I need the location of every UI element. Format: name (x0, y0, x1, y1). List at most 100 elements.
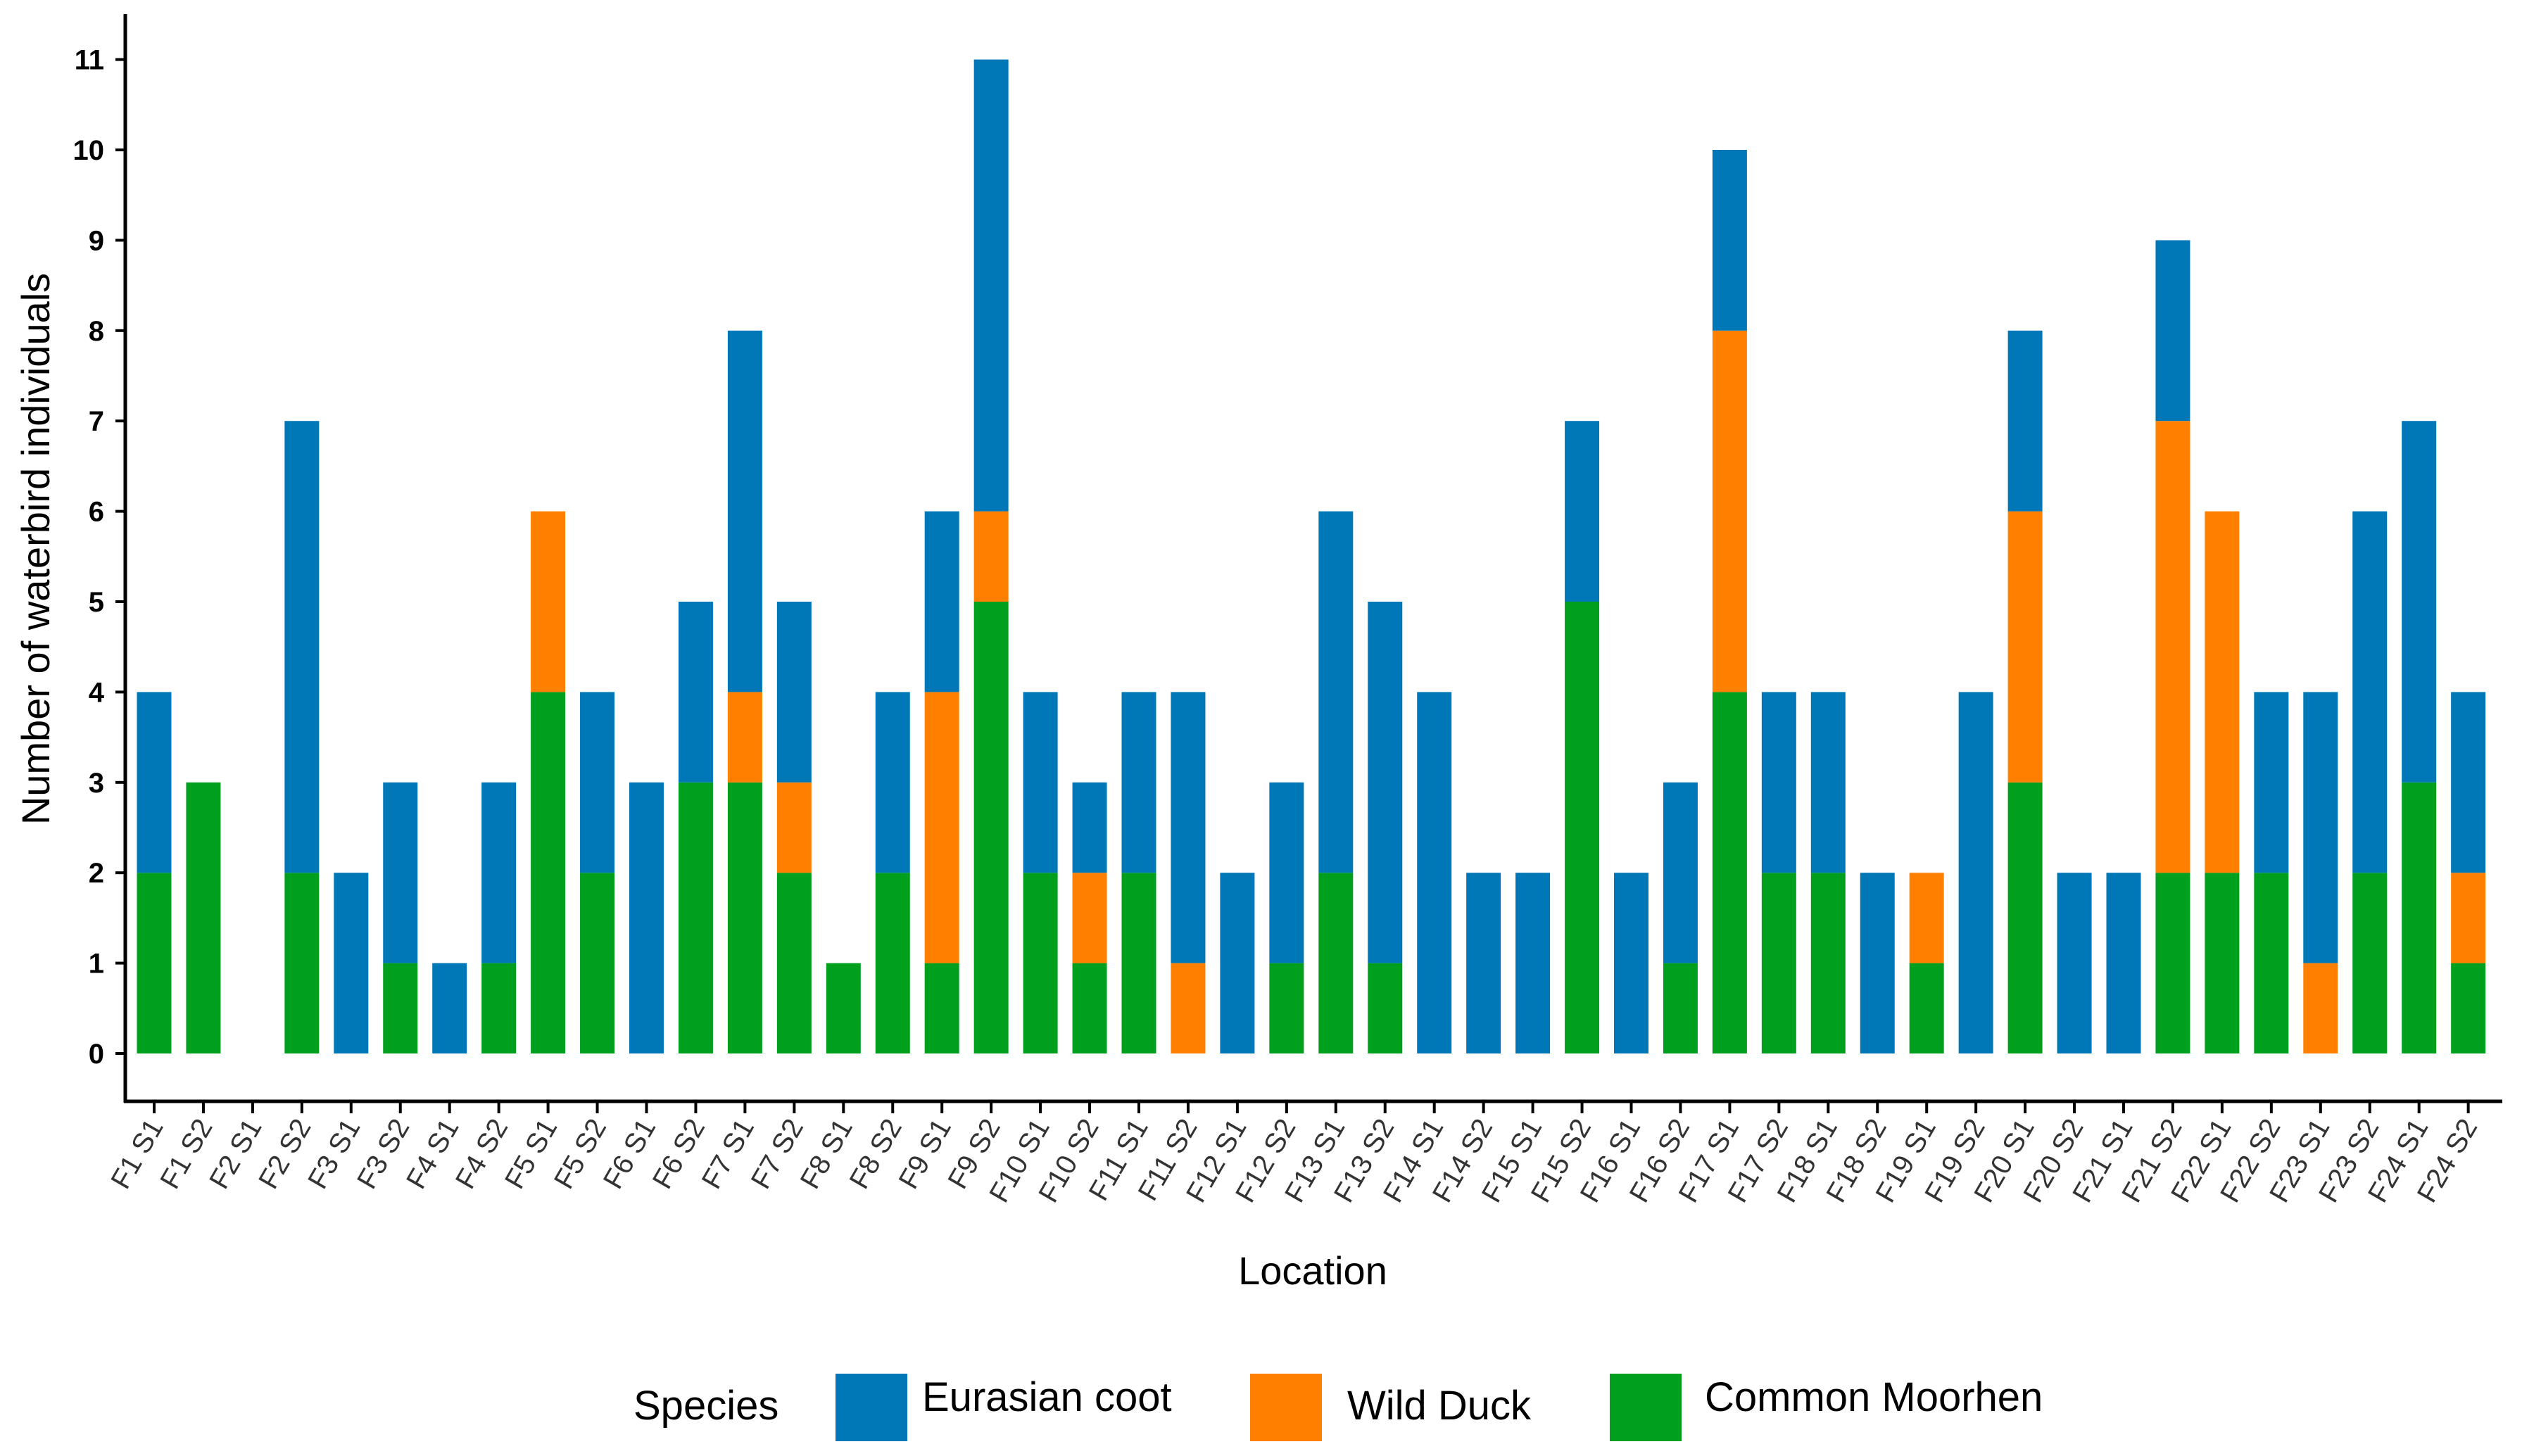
bar-segment-common-moorhen (1565, 602, 1600, 1053)
bar-segment-eurasian-coot (1761, 692, 1796, 873)
bars-layer (137, 59, 2486, 1053)
y-tick-label: 10 (73, 135, 105, 166)
bar-segment-eurasian-coot (1565, 421, 1600, 602)
bar-segment-eurasian-coot (2451, 692, 2486, 873)
legend-swatch-wild-duck (1250, 1374, 1322, 1441)
bar-segment-wild-duck (2007, 511, 2043, 783)
bar-segment-eurasian-coot (973, 59, 1009, 512)
bar-segment-common-moorhen (2451, 963, 2486, 1053)
bar-segment-eurasian-coot (481, 782, 517, 963)
bar-segment-eurasian-coot (1023, 692, 1058, 873)
bar-segment-wild-duck (727, 692, 762, 783)
bar-segment-eurasian-coot (924, 511, 959, 692)
bar-segment-eurasian-coot (1466, 873, 1501, 1053)
y-tick-label: 1 (89, 949, 104, 980)
bar-segment-eurasian-coot (1663, 782, 1698, 963)
y-tick-label: 0 (89, 1039, 104, 1070)
bar-segment-wild-duck (2205, 511, 2240, 873)
bar-segment-common-moorhen (2352, 873, 2388, 1053)
bar-segment-eurasian-coot (2402, 421, 2437, 783)
y-tick-label: 7 (89, 406, 104, 437)
bar-segment-eurasian-coot (1614, 873, 1648, 1053)
legend-swatch-eurasian-coot (836, 1374, 907, 1441)
bar-segment-common-moorhen (2254, 873, 2289, 1053)
bar-segment-eurasian-coot (2254, 692, 2289, 873)
y-axis-title: Number of waterbird individuals (13, 273, 58, 825)
bar-segment-eurasian-coot (2106, 873, 2141, 1053)
bar-segment-common-moorhen (284, 873, 320, 1053)
bar-segment-wild-duck (2303, 963, 2338, 1053)
bar-segment-eurasian-coot (1269, 782, 1304, 963)
bar-segment-eurasian-coot (1712, 150, 1747, 331)
bar-segment-wild-duck (924, 692, 959, 963)
bar-segment-wild-duck (776, 782, 812, 873)
bar-segment-common-moorhen (924, 963, 959, 1053)
bar-segment-eurasian-coot (334, 873, 369, 1053)
bar-segment-common-moorhen (186, 782, 221, 1053)
bar-segment-wild-duck (1171, 963, 1206, 1053)
bar-segment-wild-duck (2451, 873, 2486, 963)
bar-segment-common-moorhen (1712, 692, 1747, 1053)
bar-segment-eurasian-coot (383, 782, 418, 963)
bar-segment-wild-duck (1909, 873, 1944, 963)
bar-segment-common-moorhen (1368, 963, 1403, 1053)
bar-segment-eurasian-coot (2303, 692, 2338, 963)
x-axis-title: Location (1238, 1248, 1387, 1293)
bar-segment-common-moorhen (481, 963, 517, 1053)
bar-segment-common-moorhen (826, 963, 861, 1053)
bar-segment-common-moorhen (2007, 782, 2043, 1053)
legend-label-wild-duck: Wild Duck (1347, 1383, 1532, 1429)
bar-segment-common-moorhen (1810, 873, 1846, 1053)
bar-segment-wild-duck (1712, 330, 1747, 692)
bar-segment-eurasian-coot (2155, 240, 2190, 422)
bar-segment-eurasian-coot (2057, 873, 2092, 1053)
legend-label-eurasian-coot: Eurasian coot (922, 1374, 1172, 1420)
bar-segment-eurasian-coot (284, 421, 320, 873)
legend-swatch-common-moorhen (1610, 1374, 1682, 1441)
bar-segment-eurasian-coot (580, 692, 615, 873)
bar-segment-wild-duck (973, 511, 1009, 602)
y-tick-label: 6 (89, 497, 104, 528)
legend: Species Eurasian coot Wild Duck Common Moo… (633, 1374, 2043, 1441)
bar-segment-common-moorhen (1269, 963, 1304, 1053)
y-tick-label: 9 (89, 225, 104, 256)
bar-segment-eurasian-coot (1220, 873, 1255, 1053)
bar-segment-common-moorhen (1761, 873, 1796, 1053)
bar-segment-eurasian-coot (137, 692, 172, 873)
bar-segment-eurasian-coot (1121, 692, 1156, 873)
bar-segment-common-moorhen (678, 782, 713, 1053)
bar-segment-eurasian-coot (727, 330, 762, 692)
y-tick-label: 4 (89, 677, 105, 708)
bar-segment-common-moorhen (1121, 873, 1156, 1053)
y-ticks: 0 1 2 3 4 5 6 7 8 9 10 11 (73, 45, 125, 1070)
bar-segment-eurasian-coot (1072, 782, 1107, 873)
bar-segment-common-moorhen (531, 692, 566, 1053)
bar-segment-common-moorhen (1318, 873, 1354, 1053)
bar-segment-common-moorhen (875, 873, 910, 1053)
bar-segment-eurasian-coot (776, 602, 812, 783)
legend-title: Species (633, 1383, 778, 1429)
bar-segment-eurasian-coot (1417, 692, 1452, 1053)
bar-segment-eurasian-coot (1318, 511, 1354, 873)
bar-segment-common-moorhen (137, 873, 172, 1053)
bar-segment-eurasian-coot (432, 963, 467, 1053)
y-tick-label: 2 (89, 858, 104, 889)
bar-segment-eurasian-coot (1958, 692, 1993, 1053)
bar-segment-eurasian-coot (1368, 602, 1403, 963)
legend-label-common-moorhen: Common Moorhen (1705, 1374, 2043, 1420)
bar-segment-common-moorhen (1072, 963, 1107, 1053)
y-tick-label: 5 (89, 587, 104, 618)
bar-segment-eurasian-coot (1810, 692, 1846, 873)
bar-segment-common-moorhen (2402, 782, 2437, 1053)
bar-segment-eurasian-coot (2352, 511, 2388, 873)
bar-segment-common-moorhen (776, 873, 812, 1053)
bar-segment-common-moorhen (973, 602, 1009, 1053)
bar-segment-eurasian-coot (678, 602, 713, 783)
y-tick-label: 11 (75, 45, 104, 76)
bar-segment-common-moorhen (2155, 873, 2190, 1053)
bar-segment-eurasian-coot (1171, 692, 1206, 963)
bar-segment-wild-duck (1072, 873, 1107, 963)
bar-segment-eurasian-coot (2007, 330, 2043, 512)
y-tick-label: 8 (89, 316, 104, 347)
